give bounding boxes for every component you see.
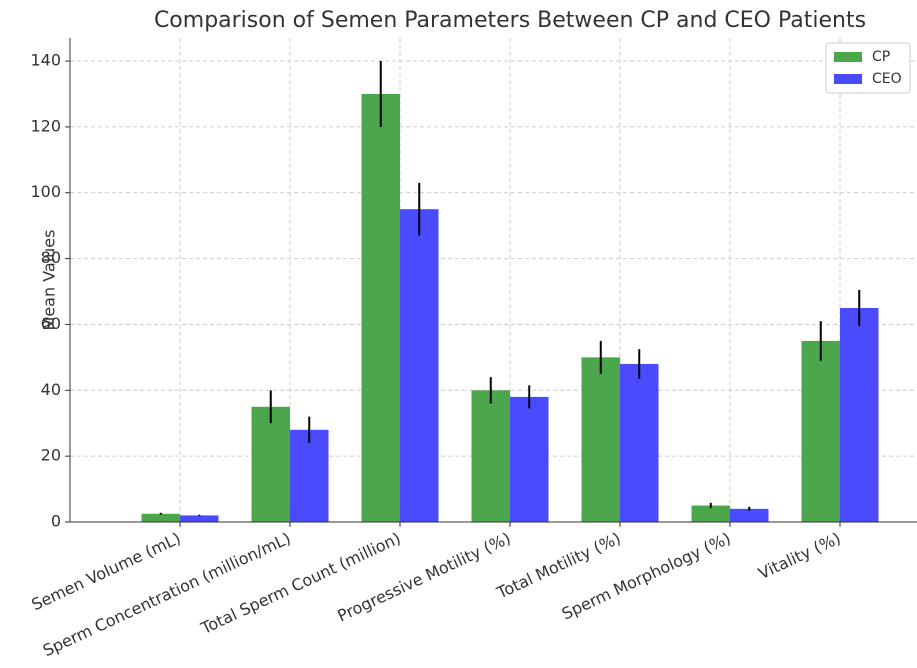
bar (400, 209, 439, 523)
legend: CP CEO (825, 42, 911, 94)
y-tick-label: 80 (41, 248, 61, 267)
y-tick-label: 0 (51, 512, 61, 531)
y-tick-label: 20 (41, 446, 61, 465)
bar (290, 429, 329, 522)
bar (251, 406, 290, 522)
chart-title: Comparison of Semen Parameters Between C… (154, 8, 866, 33)
bar (730, 508, 769, 522)
x-tick-label: Progressive Motility (%) (334, 528, 513, 625)
bar (620, 363, 659, 522)
bar (471, 390, 510, 522)
legend-label: CP (872, 49, 890, 65)
legend-swatch (834, 52, 862, 62)
bar (801, 340, 840, 522)
x-tick-label: Vitality (%) (755, 528, 843, 583)
legend-label: CEO (872, 71, 902, 87)
y-axis-label: Mean Values (40, 230, 59, 331)
bar (691, 505, 730, 522)
bar (510, 396, 549, 522)
bar (180, 515, 219, 522)
x-tick-label: Total Sperm Count (million) (197, 528, 403, 638)
legend-swatch (834, 74, 862, 84)
y-tick-label: 140 (30, 51, 61, 70)
bar (840, 307, 879, 522)
y-tick-label: 60 (41, 314, 61, 333)
y-tick-label: 100 (30, 182, 61, 201)
bar (141, 513, 180, 522)
y-tick-label: 120 (30, 116, 61, 135)
bar (581, 357, 620, 522)
bar (361, 93, 400, 523)
y-tick-label: 40 (41, 380, 61, 399)
